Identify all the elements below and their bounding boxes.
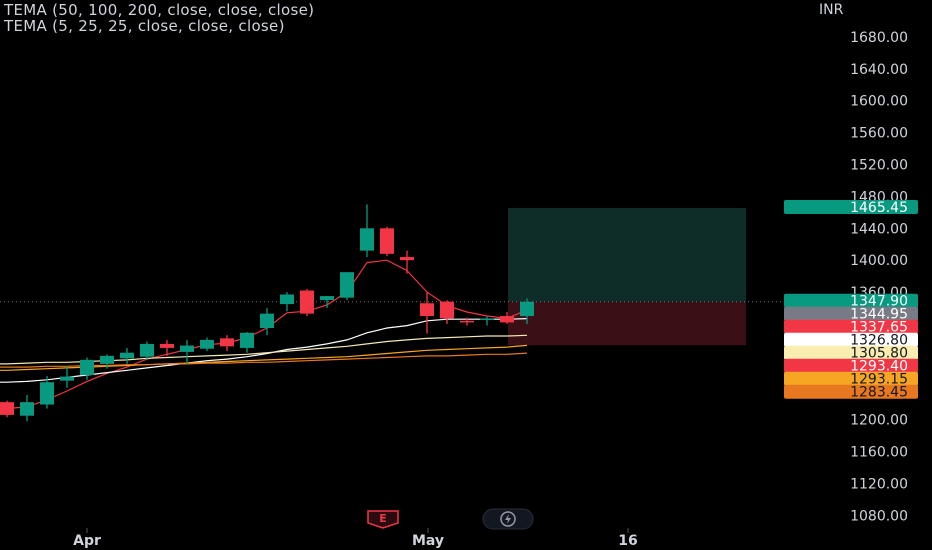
price-label: 1283.45 [850,385,908,401]
candle-body [320,296,334,301]
x-tick-label: 16 [618,533,637,549]
price-label-box [784,384,918,399]
y-tick-label: 1600.00 [850,94,908,110]
price-label-box [784,200,918,215]
y-tick-label: 1400.00 [850,253,908,269]
loss-zone [508,301,746,346]
earnings-badge[interactable]: E [366,509,400,529]
indicator-legend: TEMA (50, 100, 200, close, close, close)… [4,2,314,34]
indicator-line [0,259,528,410]
candle-body [500,316,514,323]
indicator-line [0,344,528,371]
price-label: 1293.15 [850,372,908,388]
lightning-icon[interactable] [482,508,534,530]
candle-body [440,301,454,319]
earnings-letter: E [379,512,387,525]
y-tick-label: 1120.00 [850,477,908,493]
candle-body [80,359,94,376]
y-tick-label: 1440.00 [850,221,908,237]
candle-body [0,402,14,415]
price-label-box [784,332,918,347]
y-tick-label: 1680.00 [850,30,908,46]
candle-body [200,339,214,349]
candle-body [400,257,414,261]
candle-body [340,272,354,298]
price-label: 1326.80 [850,333,908,349]
candle-body [120,352,134,359]
indicator-line [0,318,528,383]
candle-body [380,228,394,254]
price-label-box [784,358,918,373]
candle-body [460,320,474,323]
price-label-box [784,319,918,334]
indicator-line [0,334,528,365]
candle-body [420,303,434,317]
candle-body [100,355,114,364]
y-tick-label: 1520.00 [850,158,908,174]
x-tick-label: May [412,533,444,549]
candle-body [260,313,274,328]
price-label-box [784,371,918,386]
candle-body [220,338,234,347]
candle-body [300,290,314,314]
candle-body [360,228,374,251]
x-tick-label: Apr [73,533,101,549]
legend-tema-short[interactable]: TEMA (5, 25, 25, close, close, close) [4,17,285,35]
candle-body [20,402,34,416]
candle-body [40,382,54,405]
price-label: 1347.90 [850,294,908,310]
price-label-box [784,345,918,360]
price-label: 1344.95 [850,307,908,323]
price-label: 1337.65 [850,320,908,336]
candle-body [520,301,534,317]
candle-body [280,294,294,305]
price-label: 1305.80 [850,346,908,362]
price-label: 1293.40 [850,359,908,375]
price-label-box [784,306,918,321]
candle-body [140,343,154,357]
candle-body [160,343,174,348]
currency-label[interactable]: INR [819,2,844,18]
legend-tema-long[interactable]: TEMA (50, 100, 200, close, close, close) [4,1,315,19]
price-label: 1465.45 [850,200,908,216]
candle-body [60,376,74,381]
candle-body [240,332,254,348]
indicator-line [0,352,528,368]
y-tick-label: 1640.00 [850,62,908,78]
y-tick-label: 1200.00 [850,413,908,429]
price-label-box [784,293,918,308]
candle-body [180,345,194,352]
y-tick-label: 1560.00 [850,126,908,142]
profit-zone [508,208,746,302]
y-tick-label: 1160.00 [850,445,908,461]
candle-body [480,318,494,320]
y-tick-label: 1080.00 [850,508,908,524]
